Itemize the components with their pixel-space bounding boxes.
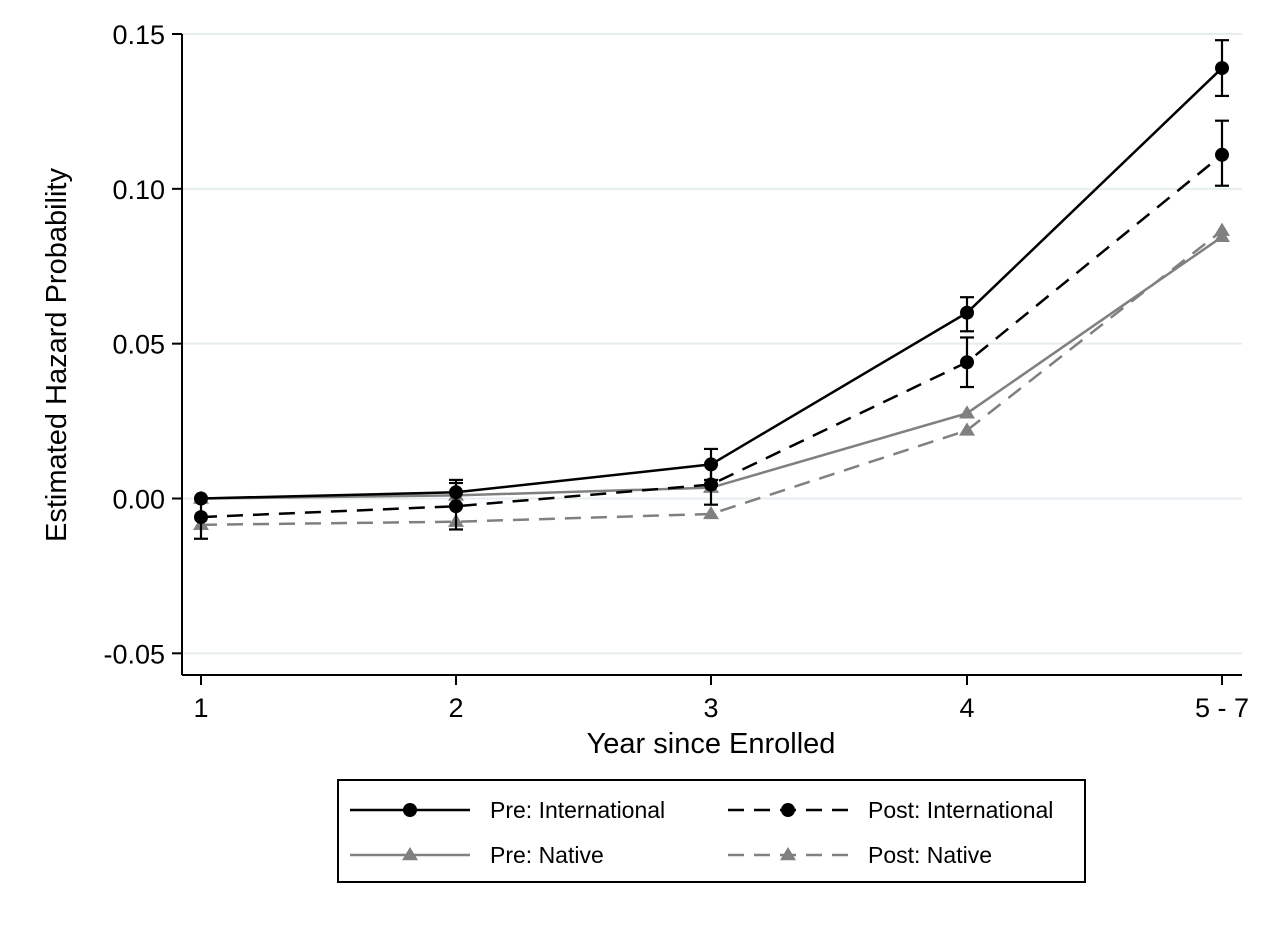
data-point [704,477,718,492]
data-point [194,491,208,506]
data-point [449,499,463,514]
legend-box [337,779,1086,883]
legend-label: Pre: International [490,797,665,823]
legend-entry: Post: International [728,797,1053,823]
data-point [960,305,974,320]
y-tick-label: 0.10 [112,175,165,205]
legend-marker [403,803,417,817]
legend-label: Post: Native [868,842,992,868]
data-point [959,405,975,419]
series-line [200,153,1223,519]
plot-area [193,39,1230,540]
y-tick-label: 0.00 [112,484,165,514]
legend-marker [780,847,796,861]
x-tick-label: 4 [959,693,974,723]
legend-marker [402,847,418,861]
series-line [200,67,1223,500]
y-tick-label: 0.15 [112,20,165,50]
x-tick-label: 1 [193,693,208,723]
legend-entry: Post: Native [728,842,992,868]
series-line [200,229,1223,527]
y-tick-label: -0.05 [103,639,165,669]
x-axis-title: Year since Enrolled [587,728,836,760]
y-axis-title: Estimated Hazard Probability [41,168,73,542]
legend-entry: Pre: Native [350,842,604,868]
axes: -0.05 0.00 0.05 0.10 0.15 1 2 3 4 5 - 7 [103,20,1249,723]
data-point [194,510,208,525]
data-point [1215,147,1229,162]
y-tick-label: 0.05 [112,330,165,360]
legend: Pre: International Post: International Pre… [337,779,1086,883]
gridlines [182,33,1242,655]
legend-entry: Pre: International [350,797,665,823]
data-point [959,422,975,436]
legend-label: Post: International [868,797,1053,823]
x-tick-label: 3 [703,693,718,723]
data-point [1214,228,1230,243]
data-point [449,485,463,500]
data-point [1215,61,1229,76]
legend-marker [781,803,795,817]
x-tick-label: 2 [448,693,463,723]
x-tick-label: 5 - 7 [1195,693,1249,723]
series-0 [194,39,1229,506]
data-point [960,355,974,370]
legend-label: Pre: Native [490,842,604,868]
data-point [703,505,719,520]
data-point [704,457,718,472]
